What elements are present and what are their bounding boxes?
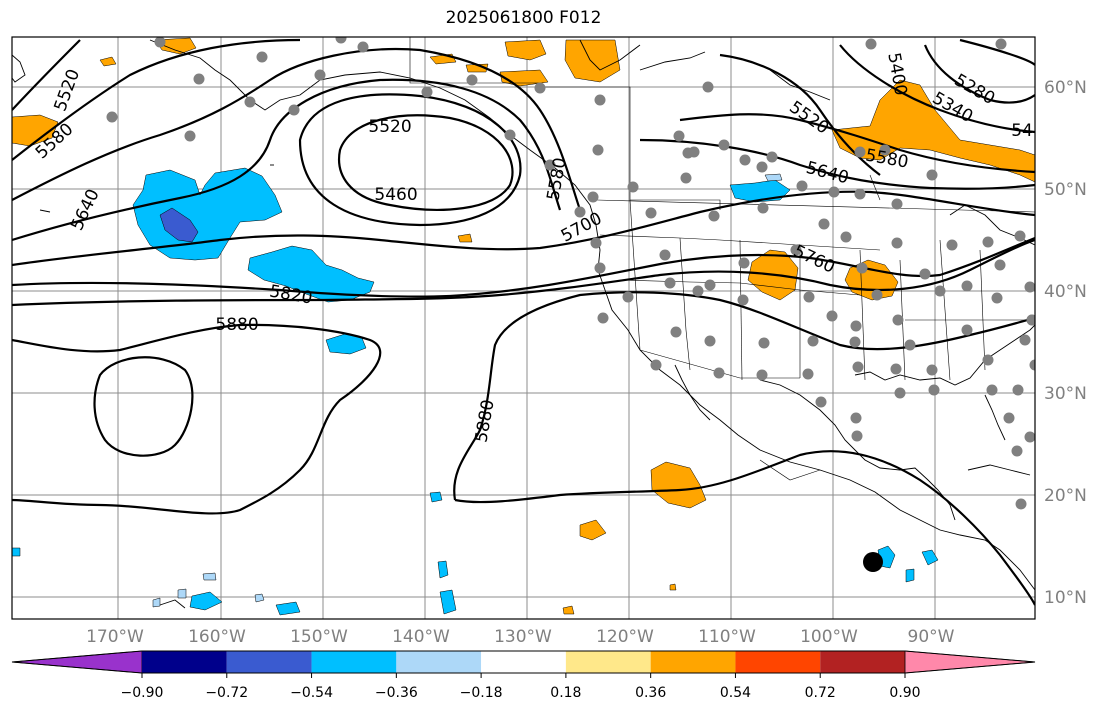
colorbar-segment <box>226 651 312 673</box>
colorbar-tick-label: −0.54 <box>290 685 333 701</box>
lon-label: 120°W <box>596 627 654 647</box>
lon-label: 160°W <box>188 627 246 647</box>
lon-label: 110°W <box>698 627 756 647</box>
colorbar-tick-label: 0.72 <box>805 685 836 701</box>
colorbar-segment <box>650 651 736 673</box>
colorbar-tick-label: 0.36 <box>635 685 666 701</box>
map-title: 2025061800 F012 <box>445 8 602 28</box>
contour-label: 54 <box>1011 121 1033 141</box>
lon-label: 130°W <box>494 627 552 647</box>
colorbar-segment <box>481 651 566 673</box>
height-contours <box>12 38 1035 606</box>
colorbar-tick-label: −0.72 <box>205 685 248 701</box>
colorbar <box>11 650 1036 674</box>
colorbar-tick-label: 0.54 <box>720 685 751 701</box>
colorbar-tick-label: −0.36 <box>375 685 418 701</box>
colorbar-segment <box>396 651 482 673</box>
colorbar-segment <box>820 651 905 673</box>
colorbar-tick-label: 0.90 <box>889 685 920 701</box>
lat-label: 40°N <box>1044 282 1087 302</box>
storm-marker <box>863 552 883 572</box>
contour-label: 5520 <box>368 117 411 137</box>
lon-label: 140°W <box>392 627 450 647</box>
colorbar-segment <box>311 651 397 673</box>
colorbar-extend-high <box>904 650 1036 674</box>
station-markers <box>106 37 1035 510</box>
colorbar-segment <box>565 651 651 673</box>
colorbar-tick-label: −0.18 <box>460 685 503 701</box>
lat-label: 10°N <box>1044 588 1087 608</box>
map-frame <box>11 36 1036 620</box>
colorbar-segment <box>142 651 227 673</box>
colorbar-tick-label: −0.90 <box>121 685 164 701</box>
colorbar-segment <box>735 651 821 673</box>
lon-label: 100°W <box>800 627 858 647</box>
lon-label: 90°W <box>908 627 955 647</box>
colorbar-tick-label: 0.18 <box>550 685 581 701</box>
lon-label: 170°W <box>86 627 144 647</box>
contour-label: 5880 <box>215 315 258 335</box>
lon-label: 150°W <box>290 627 348 647</box>
colorbar-extend-low <box>11 650 143 674</box>
lat-label: 20°N <box>1044 486 1087 506</box>
colorbar-tick-labels: −0.90 −0.72 −0.54 −0.36 −0.18 0.18 0.36 0.54 0.7… <box>121 673 921 701</box>
lat-label: 60°N <box>1044 78 1087 98</box>
longitude-labels: 170°W 160°W 150°W 140°W 130°W 120°W 110°… <box>86 627 955 647</box>
latitude-labels: 60°N 50°N 40°N 30°N 20°N 10°N <box>1044 78 1087 608</box>
contour-label: 5460 <box>374 185 417 205</box>
lat-label: 30°N <box>1044 384 1087 404</box>
lat-label: 50°N <box>1044 180 1087 200</box>
